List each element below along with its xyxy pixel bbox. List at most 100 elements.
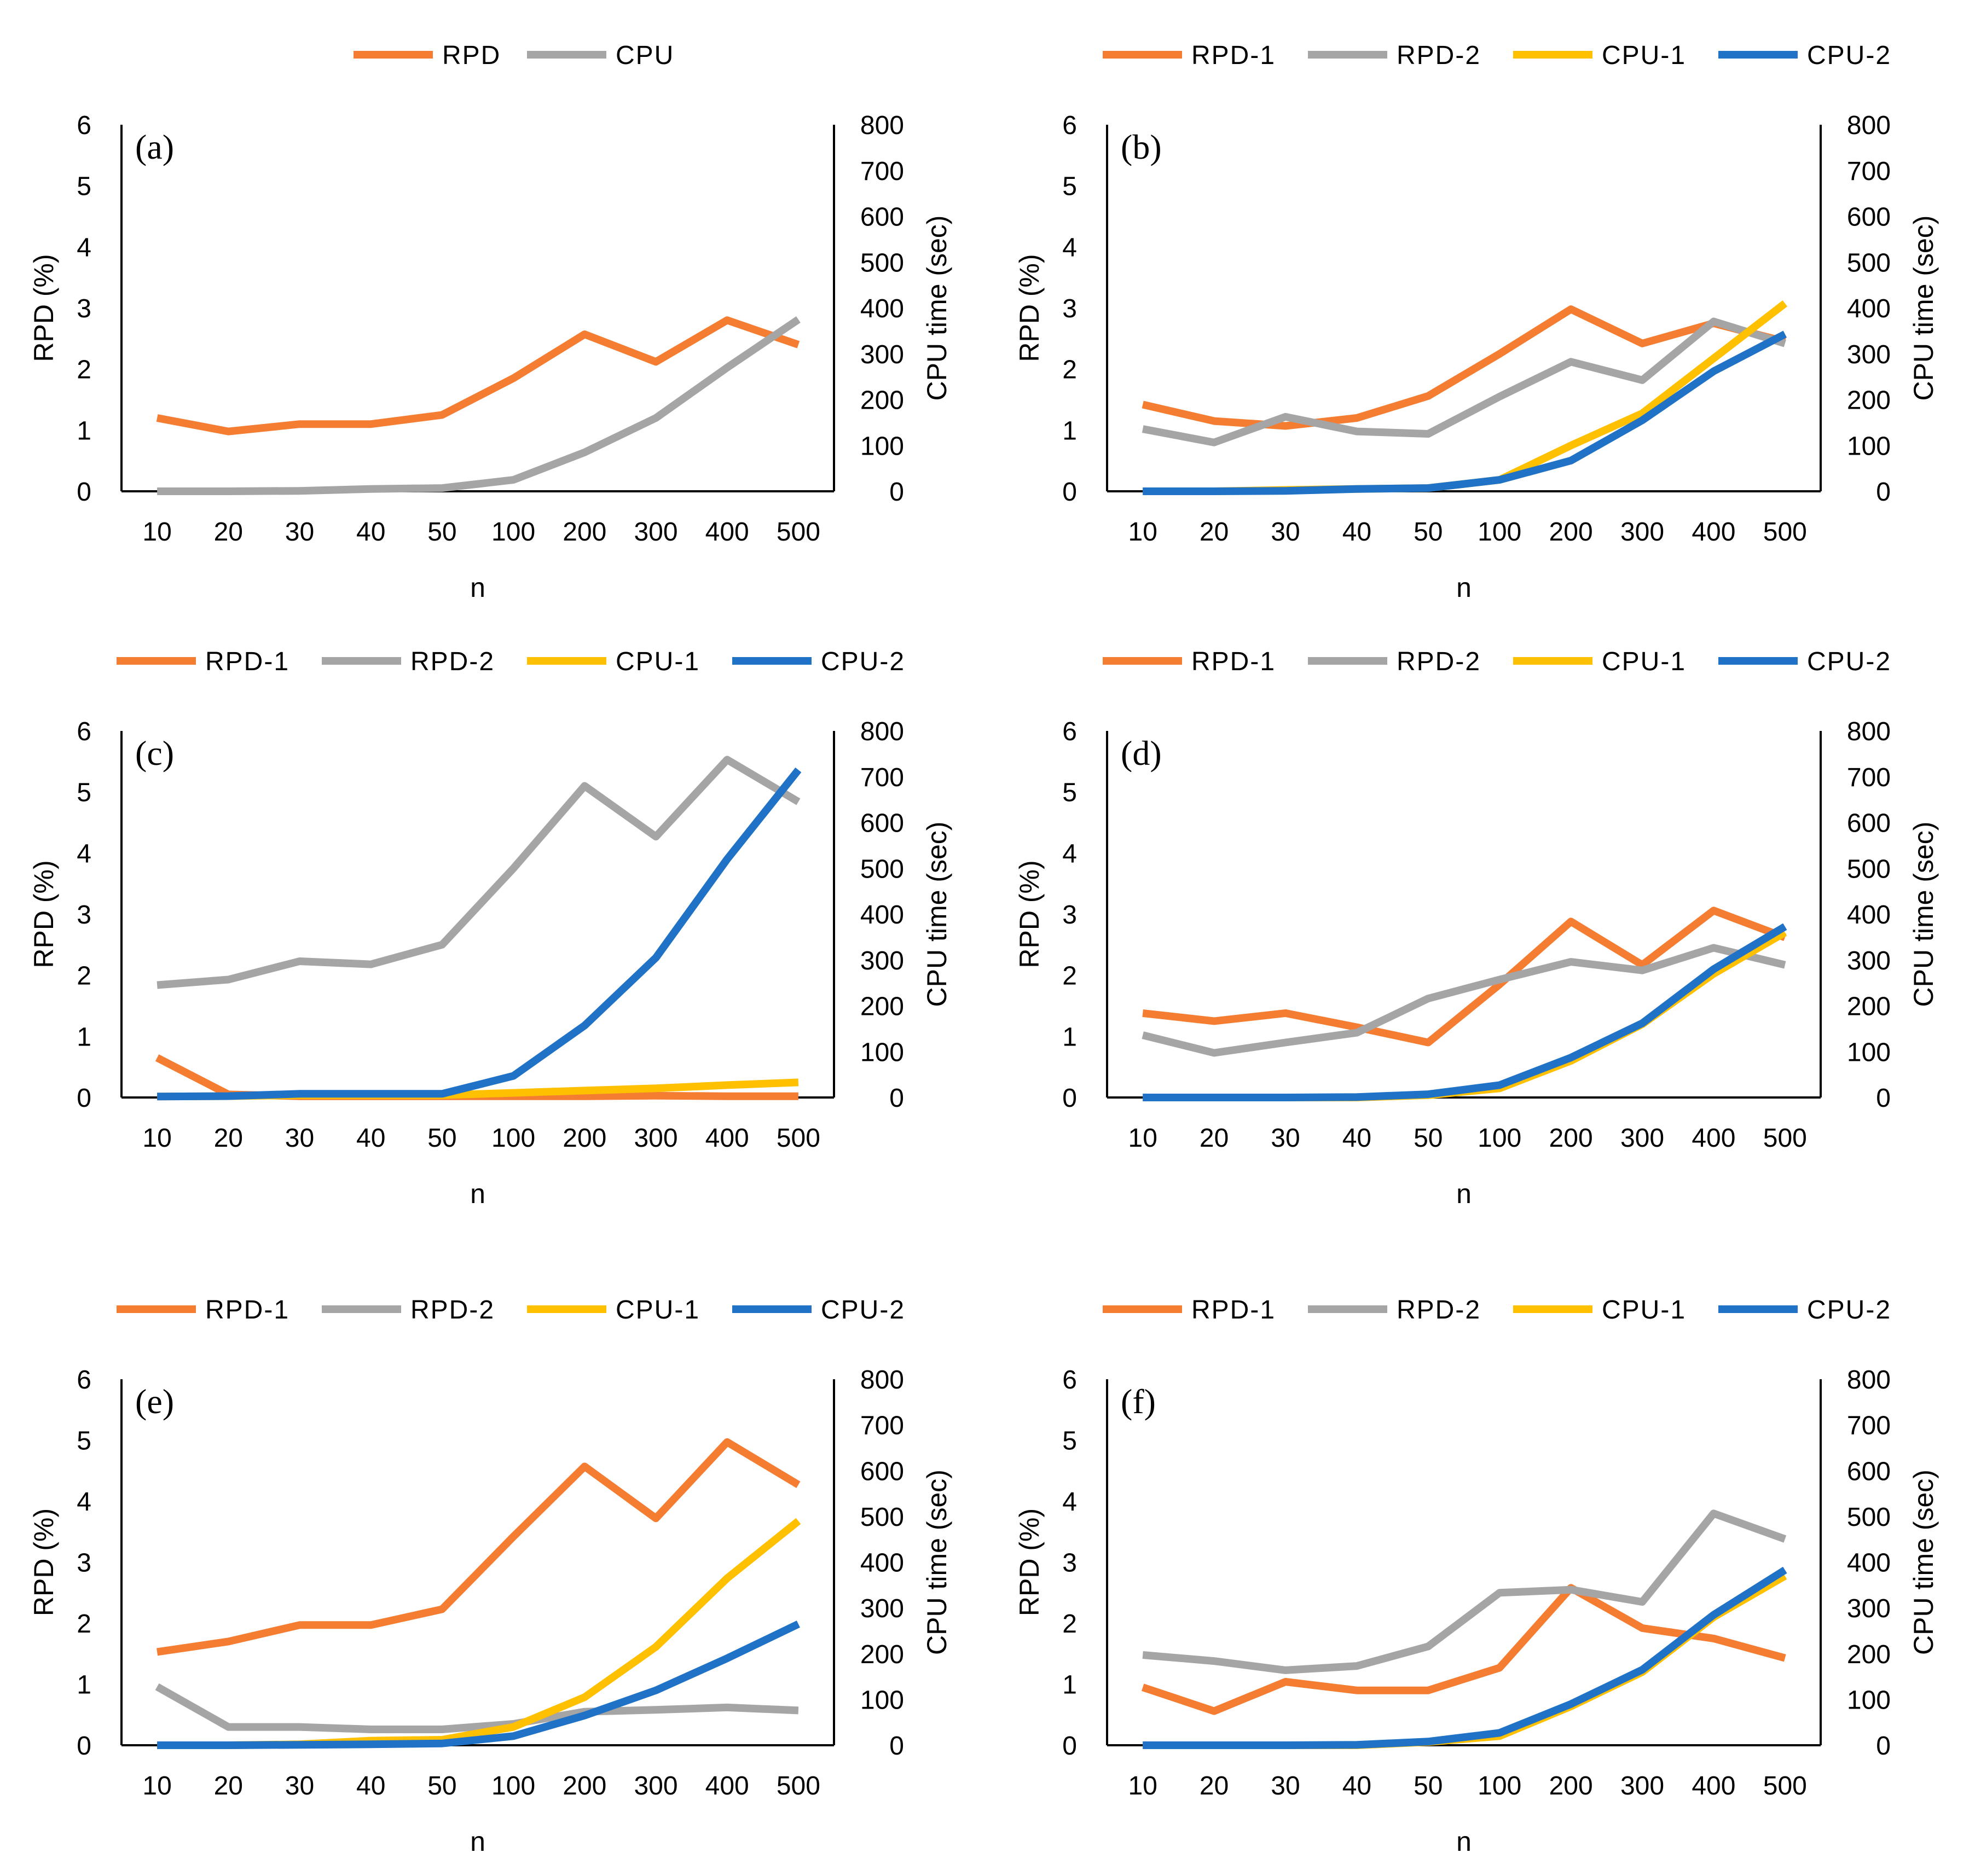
x-tick-label: 500: [777, 1124, 820, 1153]
panel-label: (f): [1121, 1382, 1156, 1421]
series-line-cpu-2: [1143, 330, 1787, 495]
legend-label: CPU-2: [1807, 41, 1891, 70]
legend: RPD-1 RPD-2 CPU-1 CPU-2: [117, 647, 905, 676]
left-tick-label: 1: [77, 1671, 91, 1700]
right-tick-label: 800: [1847, 111, 1891, 140]
x-tick-label: 100: [491, 518, 535, 547]
right-tick-label: 800: [860, 1366, 904, 1395]
x-tick-label: 20: [1200, 1772, 1229, 1801]
right-tick-label: 600: [860, 809, 904, 838]
legend-label: RPD-2: [1397, 1296, 1481, 1325]
left-tick-label: 4: [1062, 1488, 1077, 1517]
x-tick-label: 400: [1692, 1772, 1735, 1801]
right-tick-label: 300: [1847, 1594, 1891, 1623]
x-tick-label: 10: [142, 1772, 171, 1801]
legend-label: CPU-2: [1807, 647, 1891, 676]
x-tick-label: 40: [1342, 1124, 1371, 1153]
x-tick-label: 500: [777, 518, 820, 547]
right-tick-label: 0: [1876, 478, 1891, 507]
x-tick-label: 50: [1414, 1124, 1443, 1153]
right-tick-label: 0: [1876, 1732, 1891, 1761]
left-tick-label: 5: [77, 779, 91, 808]
x-tick-label: 400: [1692, 518, 1735, 547]
legend-label: CPU-2: [1807, 1296, 1891, 1325]
right-tick-label: 400: [860, 294, 904, 323]
x-tick-label: 30: [1271, 1772, 1300, 1801]
series-line-rpd: [156, 316, 800, 435]
left-tick-label: 6: [1062, 111, 1077, 140]
left-tick-label: 1: [1062, 416, 1077, 445]
left-tick-label: 5: [77, 172, 91, 201]
x-tick-label: 100: [1478, 518, 1521, 547]
x-axis-label: n: [1456, 1178, 1472, 1209]
left-tick-label: 6: [1062, 717, 1077, 746]
right-tick-label: 100: [1847, 432, 1891, 461]
right-tick-label: 200: [1847, 386, 1891, 415]
right-tick-label: 100: [860, 1038, 904, 1067]
panel-label: (d): [1121, 734, 1162, 773]
right-tick-label: 300: [860, 946, 904, 975]
legend-label: CPU-2: [821, 1296, 905, 1325]
x-tick-label: 300: [1620, 1772, 1664, 1801]
left-tick-label: 5: [1062, 172, 1077, 201]
x-tick-label: 10: [1128, 518, 1157, 547]
left-tick-label: 2: [77, 1610, 91, 1639]
right-tick-label: 400: [1847, 901, 1891, 930]
right-tick-label: 600: [860, 1457, 904, 1486]
x-tick-label: 100: [1478, 1124, 1521, 1153]
left-tick-label: 0: [77, 478, 91, 507]
x-tick-label: 40: [356, 1772, 385, 1801]
x-tick-label: 200: [563, 518, 606, 547]
x-tick-label: 20: [214, 1124, 243, 1153]
right-tick-label: 800: [860, 111, 904, 140]
right-tick-label: 700: [1847, 1412, 1891, 1441]
x-tick-label: 50: [427, 1772, 456, 1801]
x-tick-label: 100: [491, 1124, 535, 1153]
panel-label: (a): [135, 127, 174, 166]
x-axis-label: n: [1456, 572, 1472, 603]
x-tick-label: 50: [427, 1124, 456, 1153]
legend-label: CPU-1: [1602, 1296, 1686, 1325]
x-tick-label: 20: [214, 1772, 243, 1801]
left-tick-label: 0: [77, 1732, 91, 1761]
series-line-rpd-2: [157, 756, 801, 989]
x-tick-label: 50: [427, 518, 456, 547]
legend-label: RPD-2: [1397, 41, 1481, 70]
right-tick-label: 700: [860, 763, 904, 792]
left-tick-label: 6: [77, 1366, 91, 1395]
right-tick-label: 600: [1847, 809, 1891, 838]
left-tick-label: 5: [1062, 1427, 1077, 1456]
legend-label: CPU-1: [1602, 647, 1686, 676]
x-tick-label: 400: [1692, 1124, 1735, 1153]
y2-axis-label: CPU time (sec): [922, 1470, 952, 1655]
legend-label: CPU: [616, 41, 674, 70]
x-tick-label: 30: [285, 1772, 314, 1801]
panel-label: (b): [1121, 127, 1162, 166]
legend-label: CPU-2: [821, 647, 905, 676]
x-tick-label: 200: [1549, 1124, 1593, 1153]
x-axis-label: n: [470, 572, 485, 603]
left-tick-label: 1: [77, 1023, 91, 1052]
right-tick-label: 0: [889, 478, 904, 507]
left-tick-label: 4: [77, 1488, 91, 1517]
y2-axis-label: CPU time (sec): [1908, 1470, 1939, 1655]
left-tick-label: 6: [77, 717, 91, 746]
right-tick-label: 700: [860, 157, 904, 186]
legend: RPD CPU: [354, 41, 674, 70]
right-tick-label: 600: [1847, 203, 1891, 232]
x-tick-label: 500: [1763, 1124, 1807, 1153]
x-tick-label: 400: [705, 518, 749, 547]
right-tick-label: 200: [860, 992, 904, 1021]
chart-panel-6: 0 1 2 3 4 5 6 0 100 200 300 400 500 600 700 800 10 20 30 40…: [1014, 1296, 1939, 1857]
legend-label: RPD-2: [410, 1296, 495, 1325]
left-tick-label: 3: [1062, 294, 1077, 323]
legend-label: CPU-1: [616, 1296, 700, 1325]
x-tick-label: 40: [356, 1124, 385, 1153]
x-tick-label: 10: [1128, 1124, 1157, 1153]
left-tick-label: 5: [1062, 779, 1077, 808]
x-tick-label: 500: [1763, 1772, 1807, 1801]
right-tick-label: 500: [860, 248, 904, 277]
x-tick-label: 10: [142, 1124, 171, 1153]
x-tick-label: 200: [1549, 518, 1593, 547]
